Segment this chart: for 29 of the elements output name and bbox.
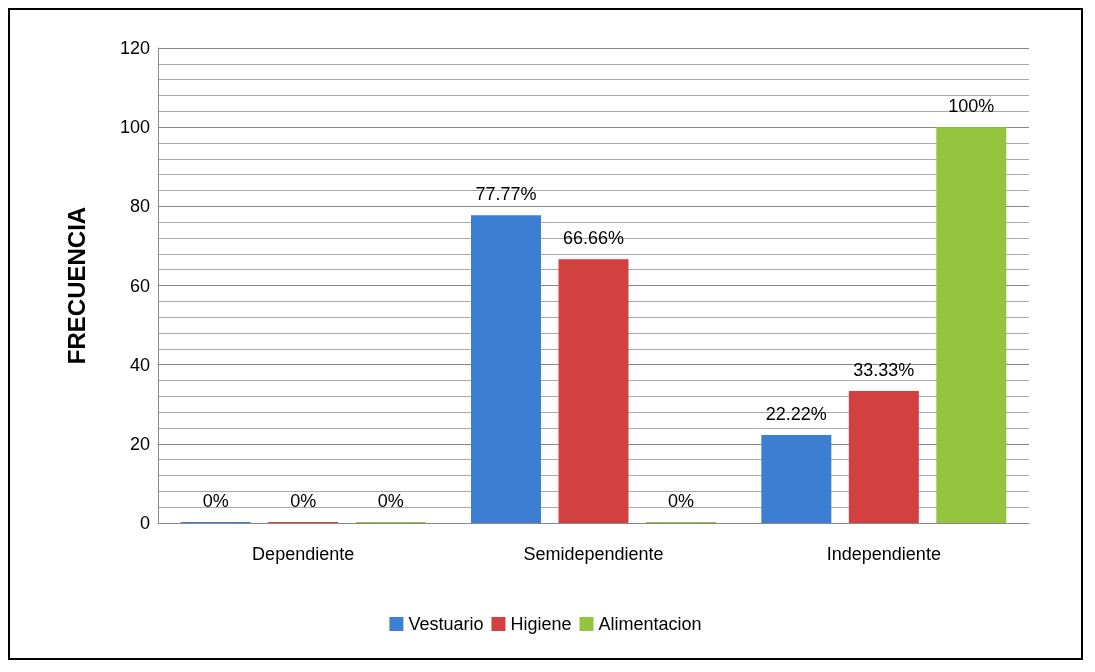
data-label: 0% xyxy=(377,491,404,511)
y-tick-label: 20 xyxy=(129,433,150,454)
y-tick-label: 40 xyxy=(129,354,150,375)
x-tick-label: Semidependiente xyxy=(523,544,664,564)
data-label: 0% xyxy=(202,491,229,511)
y-tick-label: 120 xyxy=(119,38,150,58)
y-tick-label: 100 xyxy=(119,117,150,138)
x-tick-label: Dependiente xyxy=(252,544,355,564)
y-tick-label: 60 xyxy=(129,275,150,296)
y-tick-label: 80 xyxy=(129,196,150,217)
bar xyxy=(558,259,629,523)
legend-label: Higiene xyxy=(510,614,572,634)
data-label: 77.77% xyxy=(475,184,537,205)
data-label: 22.22% xyxy=(765,404,827,425)
data-label: 0% xyxy=(290,491,317,511)
bar xyxy=(471,215,541,523)
data-label: 100% xyxy=(948,96,995,117)
bar xyxy=(936,127,1007,523)
chart-frame: FRECUENCIA 0 20 40 60 80 100 120 Dependiente Semidependiente Independiente 0% 77.77% 22.22% 0% 66.66% 33.33% 0% 0% 100% Vestuario Higiene Alimentacion xyxy=(8,8,1083,660)
bar xyxy=(848,391,919,523)
y-tick-label: 0 xyxy=(139,513,150,533)
data-label: 66.66% xyxy=(562,228,625,249)
x-tick-label: Independiente xyxy=(826,544,941,564)
legend-label: Alimentacion xyxy=(598,614,702,634)
data-label: 33.33% xyxy=(853,360,915,381)
bar xyxy=(761,435,832,523)
data-label: 0% xyxy=(667,491,695,511)
y-axis-title: FRECUENCIA xyxy=(62,206,90,365)
legend-label: Vestuario xyxy=(408,614,484,634)
